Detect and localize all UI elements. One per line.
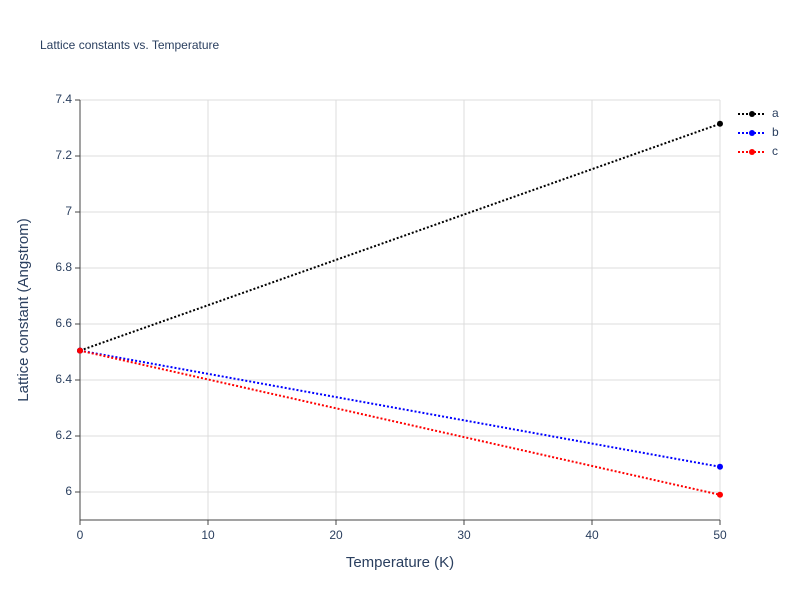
- legend-marker: [749, 149, 755, 155]
- x-tick-label: 10: [201, 528, 215, 542]
- series-line: [79, 122, 721, 352]
- legend-label: a: [772, 106, 779, 120]
- y-tick-label: 6.4: [55, 372, 72, 386]
- data-point: [717, 120, 723, 127]
- y-tick-label: 6.2: [55, 428, 72, 442]
- y-tick-label: 7.2: [55, 148, 72, 162]
- legend-marker: [749, 111, 755, 117]
- chart-title: Lattice constants vs. Temperature: [40, 38, 220, 52]
- x-tick-label: 50: [713, 528, 727, 542]
- x-tick-label: 40: [585, 528, 599, 542]
- x-tick-label: 20: [329, 528, 343, 542]
- data-point: [77, 347, 83, 354]
- legend-label: c: [772, 144, 778, 158]
- x-tick-label: 30: [457, 528, 471, 542]
- series-line: [79, 349, 721, 496]
- legend-label: b: [772, 125, 779, 139]
- series-line: [79, 349, 721, 468]
- data-point: [717, 491, 723, 498]
- y-tick-label: 7: [65, 204, 72, 218]
- y-tick-label: 7.4: [55, 92, 72, 106]
- x-axis-title: Temperature (K): [346, 554, 454, 571]
- legend-marker: [749, 130, 755, 136]
- y-axis-title: Lattice constant (Angstrom): [15, 218, 32, 401]
- data-point: [717, 463, 723, 470]
- y-tick-label: 6.8: [55, 260, 72, 274]
- x-tick-label: 0: [77, 528, 84, 542]
- y-tick-label: 6.6: [55, 316, 72, 330]
- y-tick-label: 6: [65, 484, 72, 498]
